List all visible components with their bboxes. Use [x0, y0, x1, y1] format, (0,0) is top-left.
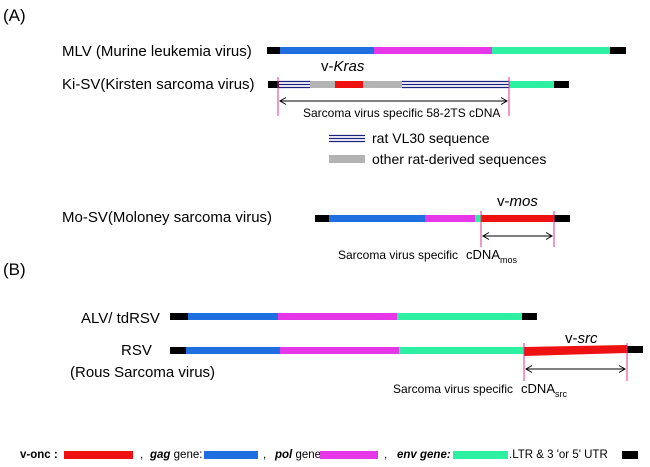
kisv-cdna-arrow	[277, 77, 510, 116]
rat-vl30-swatch	[329, 134, 365, 143]
rsv-genome-bar	[170, 345, 643, 356]
mlv-genome-bar	[267, 47, 626, 54]
legend-gag-label: gag gene:	[149, 449, 202, 461]
legend-pol-swatch	[320, 451, 378, 459]
mosv-pol	[425, 215, 475, 222]
rsv-cdna-arrow	[523, 343, 628, 381]
alv-ltr-3	[522, 313, 537, 320]
kisv-ltr-5	[268, 81, 279, 88]
mlv-ltr-5	[267, 47, 280, 54]
section-b-label: (B)	[3, 260, 26, 279]
mlv-pol	[374, 47, 492, 54]
legend-sep-2: ,	[263, 449, 266, 461]
rsv-sublabel: (Rous Sarcoma virus)	[70, 364, 215, 381]
mosv-cdna-arrow	[480, 211, 555, 247]
kisv-genome-bar	[268, 80, 569, 89]
legend-sep-1: ,	[140, 449, 143, 461]
alv-ltr-5	[170, 313, 188, 320]
mosv-ltr-3	[554, 215, 570, 222]
alv-env	[397, 313, 522, 320]
rsv-v-src	[524, 345, 627, 356]
rat-other-label: other rat-derived sequences	[372, 151, 546, 167]
rsv-ltr-5	[170, 347, 186, 354]
legend-onc-label: v-onc :	[20, 449, 58, 461]
rsv-oncogene-label: v-src	[565, 330, 598, 347]
mlv-env	[492, 47, 610, 54]
kisv-rat-other-left	[310, 81, 335, 88]
mosv-env	[475, 215, 481, 222]
section-a-label: (A)	[3, 6, 26, 25]
mlv-ltr-3	[610, 47, 626, 54]
rsv-label: RSV	[121, 342, 152, 359]
legend-onc-swatch	[64, 451, 133, 459]
rsv-cdna-label: Sarcoma virus specific cDNAsrc	[393, 381, 567, 399]
alv-genome-bar	[170, 313, 537, 320]
legend-utr-label: .LTR & 3 'or 5' UTR	[509, 449, 608, 461]
legend-env-label: env gene:	[397, 449, 451, 461]
kisv-v-kras	[335, 81, 363, 88]
color-legend: v-onc : , gag gene: , pol gene: , env ge…	[20, 449, 638, 461]
rsv-env	[399, 347, 524, 354]
kisv-oncogene-label: v-Kras	[321, 58, 365, 75]
legend-env-swatch	[453, 451, 508, 459]
rat-other-swatch	[329, 155, 365, 163]
kisv-cdna-label: Sarcoma virus specific 58-2TS cDNA	[303, 106, 500, 120]
mosv-ltr-5	[315, 215, 329, 222]
legend-sep-3: ,	[384, 449, 387, 461]
mosv-oncogene-label: v-mos	[497, 193, 538, 210]
rat-vl30-label: rat VL30 sequence	[372, 130, 490, 146]
mosv-label: Mo-SV(Moloney sarcoma virus)	[62, 209, 272, 226]
kisv-ltr-3	[554, 81, 569, 88]
legend-pol-label: pol gene:	[274, 449, 324, 461]
mosv-cdna-label: Sarcoma virus specific cDNAmos	[338, 247, 518, 265]
alv-gag	[188, 313, 278, 320]
mosv-genome-bar	[315, 215, 570, 222]
kisv-label: Ki-SV(Kirsten sarcoma virus)	[62, 76, 255, 93]
mosv-v-mos	[481, 215, 554, 222]
kisv-env	[509, 81, 554, 88]
alv-pol	[278, 313, 397, 320]
legend-utr-swatch	[622, 451, 638, 459]
rsv-pol	[280, 347, 399, 354]
kisv-rat-other-right	[363, 81, 402, 88]
legend-gag-swatch	[204, 451, 258, 459]
mosv-gag	[329, 215, 425, 222]
mlv-label: MLV (Murine leukemia virus)	[62, 43, 252, 60]
rsv-gag	[186, 347, 280, 354]
alv-label: ALV/ tdRSV	[81, 310, 160, 327]
rsv-ltr-3	[627, 346, 643, 353]
mlv-gag	[280, 47, 374, 54]
